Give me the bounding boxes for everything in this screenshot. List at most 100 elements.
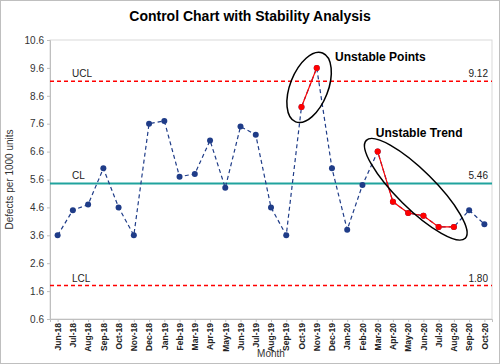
- y-tick-mark: [47, 207, 50, 208]
- y-tick: 3.6: [30, 230, 50, 241]
- x-axis-title: Month: [257, 348, 285, 359]
- series-point: [70, 207, 76, 213]
- series-point: [436, 224, 442, 230]
- x-tick: Jan-19: [160, 319, 170, 350]
- y-tick: 0.6: [30, 314, 50, 325]
- x-tick: May-20: [403, 319, 413, 352]
- chart-frame: [1, 1, 500, 364]
- x-tick-label: Jul-20: [434, 323, 444, 348]
- x-tick-label: Dec-18: [144, 323, 154, 351]
- series-point: [268, 204, 274, 210]
- x-tick-mark: [362, 319, 363, 322]
- x-tick: Apr-19: [205, 319, 215, 350]
- x-tick-mark: [286, 319, 287, 322]
- series-point: [298, 104, 304, 110]
- x-tick: Oct-18: [114, 319, 124, 349]
- x-axis: Jun-18Jul-18Aug-18Sep-18Oct-18Nov-18Dec-…: [51, 319, 493, 352]
- series-point: [481, 221, 487, 227]
- x-tick: Apr-20: [388, 319, 398, 350]
- x-tick-mark: [332, 319, 333, 322]
- x-tick-label: Jul-18: [68, 323, 78, 348]
- y-tick-mark: [47, 235, 50, 236]
- x-tick-label: Nov-19: [312, 323, 322, 352]
- x-tick: Aug-18: [83, 319, 93, 352]
- y-tick: 4.6: [30, 202, 50, 213]
- x-tick-label: Oct-20: [480, 323, 490, 350]
- x-tick-label: May-20: [403, 323, 413, 352]
- x-tick: Aug-20: [449, 319, 459, 352]
- x-tick-mark: [134, 319, 135, 322]
- control-line: [50, 182, 492, 184]
- annotation-ellipse: [278, 46, 340, 129]
- control-value: 1.80: [469, 273, 489, 284]
- series-point: [344, 227, 350, 233]
- x-axis-line: [51, 320, 493, 323]
- y-tick-label: 2.6: [30, 258, 44, 269]
- x-tick-mark: [423, 319, 424, 322]
- series-point: [375, 149, 381, 155]
- x-tick-label: Sep-20: [464, 323, 474, 351]
- x-tick-mark: [58, 319, 59, 322]
- series-point: [177, 174, 183, 180]
- series-point: [131, 232, 137, 238]
- y-tick-label: 7.6: [30, 118, 44, 129]
- x-tick: Dec-19: [327, 319, 337, 351]
- x-tick: Jul-19: [251, 319, 261, 348]
- y-tick-label: 3.6: [30, 230, 44, 241]
- series-point: [390, 199, 396, 205]
- series-point: [436, 224, 442, 230]
- x-tick-mark: [484, 319, 485, 322]
- x-tick-mark: [317, 319, 318, 322]
- x-tick-label: Apr-19: [205, 323, 215, 350]
- x-tick: Feb-20: [358, 319, 368, 350]
- y-tick-mark: [47, 180, 50, 181]
- series-point: [466, 207, 472, 213]
- x-tick: Sep-19: [281, 319, 291, 351]
- series-point: [420, 213, 426, 219]
- x-tick-mark: [73, 319, 74, 322]
- series-point: [85, 202, 91, 208]
- x-tick-mark: [195, 319, 196, 322]
- annotation-text: Unstable Trend: [376, 126, 463, 140]
- y-tick-mark: [47, 319, 50, 320]
- x-tick: Aug-19: [266, 319, 276, 352]
- x-tick-label: Oct-19: [297, 323, 307, 350]
- x-tick-mark: [454, 319, 455, 322]
- series-point: [375, 149, 381, 155]
- x-tick: Nov-19: [312, 319, 322, 351]
- x-tick-mark: [469, 319, 470, 322]
- x-tick-label: Nov-18: [129, 323, 139, 352]
- x-tick-label: Apr-20: [388, 323, 398, 350]
- x-tick-label: Mar-20: [373, 323, 383, 351]
- series-point: [222, 185, 228, 191]
- control-value: 5.46: [469, 170, 489, 181]
- x-tick-label: Jun-20: [419, 323, 429, 351]
- x-tick-label: Aug-18: [83, 323, 93, 352]
- y-tick-label: 10.6: [25, 35, 45, 46]
- series-line: [301, 68, 453, 227]
- y-tick: 6.6: [30, 146, 50, 157]
- y-axis: 0.61.62.63.64.65.66.67.68.69.610.6: [25, 35, 51, 325]
- x-tick-mark: [180, 319, 181, 322]
- x-tick-label: Jul-19: [251, 323, 261, 348]
- y-tick-label: 8.6: [30, 91, 44, 102]
- x-tick: Jun-20: [419, 319, 429, 350]
- control-labels: UCL9.12CL5.46LCL1.80: [72, 68, 488, 283]
- x-tick-label: May-19: [220, 323, 230, 352]
- y-tick-mark: [47, 291, 50, 292]
- series-point: [146, 121, 152, 127]
- x-tick: Jun-18: [53, 319, 63, 350]
- y-tick-label: 6.6: [30, 146, 44, 157]
- x-tick-label: Jun-18: [53, 323, 63, 351]
- x-tick-mark: [347, 319, 348, 322]
- x-tick-mark: [439, 319, 440, 322]
- y-tick: 9.6: [30, 63, 50, 74]
- title: Control Chart with Stability Analysis: [129, 8, 371, 24]
- x-tick-mark: [393, 319, 394, 322]
- x-tick-label: Feb-19: [175, 323, 185, 351]
- x-tick: Jul-18: [68, 319, 78, 348]
- y-tick-mark: [47, 40, 50, 41]
- y-tick-label: 1.6: [30, 286, 44, 297]
- x-tick-mark: [301, 319, 302, 322]
- series-point: [451, 224, 457, 230]
